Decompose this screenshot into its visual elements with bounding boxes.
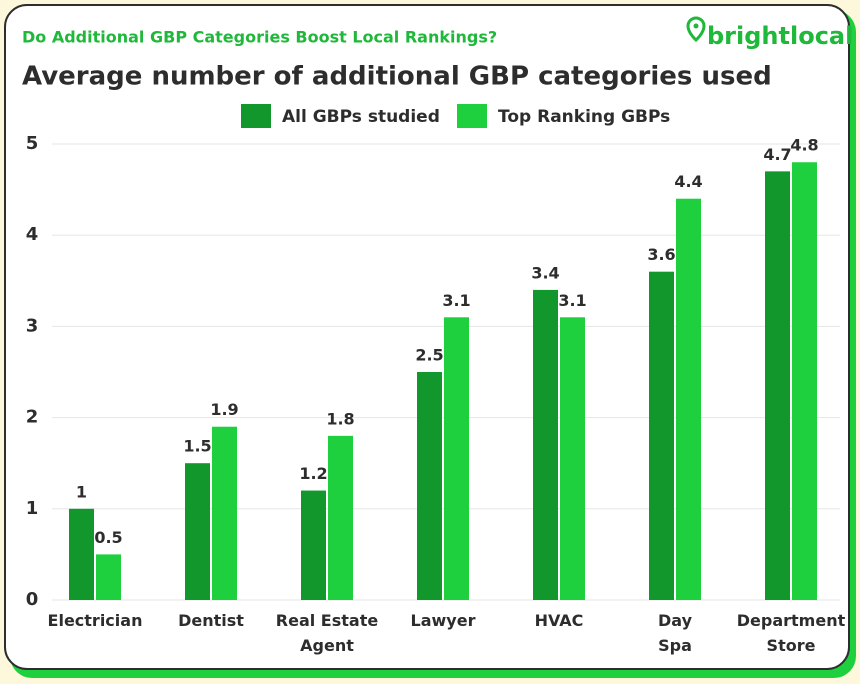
y-tick-label: 0 (26, 589, 39, 610)
y-tick-label: 1 (26, 498, 39, 519)
brand: brightlocal (707, 22, 853, 50)
data-label: 3.1 (558, 291, 586, 310)
y-tick-label: 2 (26, 407, 39, 428)
bar (533, 289, 558, 600)
data-label: 4.4 (674, 172, 702, 191)
legend-swatch (457, 104, 487, 128)
data-label: 1.5 (183, 437, 211, 456)
bar (212, 426, 237, 600)
bar (792, 162, 817, 601)
x-tick-label: Department Store (736, 611, 846, 655)
x-tick-label: Lawyer (410, 611, 476, 630)
bar (444, 317, 469, 600)
y-tick-label: 3 (26, 315, 39, 336)
legend-label: All GBPs studied (282, 107, 440, 127)
data-label: 3.4 (531, 263, 559, 282)
data-label: 1.8 (326, 409, 354, 428)
legend-swatch (241, 104, 271, 128)
data-label: 1.9 (210, 400, 238, 419)
x-tick-label: Real Estate Agent (275, 611, 379, 655)
chart-title: Average number of additional GBP categor… (22, 62, 772, 92)
data-label: 3.6 (647, 245, 675, 264)
bar (328, 435, 353, 600)
data-label: 4.8 (790, 136, 818, 155)
bar (96, 554, 121, 600)
data-label: 3.1 (442, 291, 470, 310)
legend-label: Top Ranking GBPs (498, 107, 670, 127)
x-tick-label: Dentist (178, 611, 244, 630)
y-tick-label: 4 (26, 224, 39, 245)
data-label: 2.5 (415, 346, 443, 365)
logo-dot (693, 23, 699, 29)
x-tick-label: Day Spa (657, 611, 692, 655)
bar (560, 317, 585, 600)
bar (417, 372, 442, 600)
header: Do Additional GBP Categories Boost Local… (22, 28, 497, 47)
bar (676, 198, 701, 600)
x-tick-label: Electrician (47, 611, 143, 630)
bar (185, 463, 210, 600)
data-label: 0.5 (94, 528, 122, 547)
data-label: 4.7 (763, 145, 791, 164)
bar (301, 490, 326, 600)
data-label: 1 (76, 482, 87, 501)
bar (69, 508, 94, 600)
y-tick-label: 5 (26, 133, 39, 154)
bar (649, 271, 674, 600)
data-label: 1.2 (299, 464, 327, 483)
x-tick-label: HVAC (534, 611, 584, 630)
logo-pin (686, 16, 706, 42)
bar (765, 171, 790, 601)
